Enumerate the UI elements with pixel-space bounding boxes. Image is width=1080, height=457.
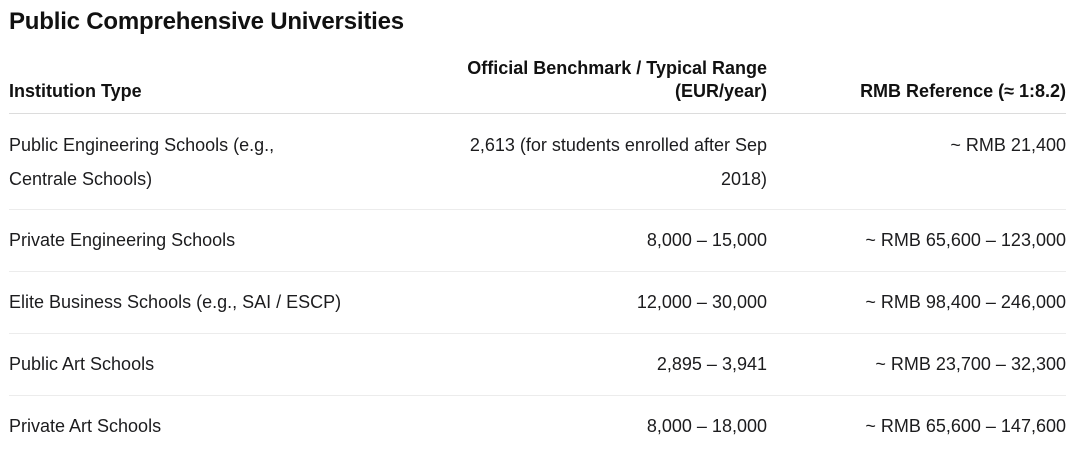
cell-institution-type: Private Art Schools (9, 396, 389, 457)
cell-eur-range: 8,000 – 18,000 (389, 396, 767, 457)
table-header: Institution Type Official Benchmark / Ty… (9, 55, 1066, 114)
cell-eur-range: 12,000 – 30,000 (389, 272, 767, 334)
table-row: Elite Business Schools (e.g., SAI / ESCP… (9, 272, 1066, 334)
tuition-table: Institution Type Official Benchmark / Ty… (9, 55, 1066, 457)
cell-institution-type: Elite Business Schools (e.g., SAI / ESCP… (9, 272, 389, 334)
header-benchmark-line1: Official Benchmark / Typical Range (389, 57, 767, 80)
cell-eur-range: 2,895 – 3,941 (389, 334, 767, 396)
header-official-benchmark: Official Benchmark / Typical Range (EUR/… (389, 55, 767, 114)
header-institution-type: Institution Type (9, 55, 389, 114)
cell-institution-type: Public Art Schools (9, 334, 389, 396)
cell-rmb-reference: ~ RMB 21,400 (767, 114, 1066, 210)
cell-eur-range: 8,000 – 15,000 (389, 210, 767, 272)
cell-rmb-reference: ~ RMB 65,600 – 123,000 (767, 210, 1066, 272)
cell-eur-range: 2,613 (for students enrolled after Sep 2… (389, 114, 767, 210)
table-body: Public Engineering Schools (e.g., Centra… (9, 114, 1066, 457)
section-title: Public Comprehensive Universities (9, 8, 404, 36)
table-row: Private Engineering Schools 8,000 – 15,0… (9, 210, 1066, 272)
cell-institution-type: Public Engineering Schools (e.g., Centra… (9, 114, 389, 210)
header-row: Institution Type Official Benchmark / Ty… (9, 55, 1066, 114)
cell-institution-type: Private Engineering Schools (9, 210, 389, 272)
table-row: Private Art Schools 8,000 – 18,000 ~ RMB… (9, 396, 1066, 457)
header-rmb-reference: RMB Reference (≈ 1:8.2) (767, 55, 1066, 114)
table-row: Public Engineering Schools (e.g., Centra… (9, 114, 1066, 210)
cell-rmb-reference: ~ RMB 98,400 – 246,000 (767, 272, 1066, 334)
table-row: Public Art Schools 2,895 – 3,941 ~ RMB 2… (9, 334, 1066, 396)
header-benchmark-line2: (EUR/year) (389, 80, 767, 103)
cell-rmb-reference: ~ RMB 23,700 – 32,300 (767, 334, 1066, 396)
cell-rmb-reference: ~ RMB 65,600 – 147,600 (767, 396, 1066, 457)
